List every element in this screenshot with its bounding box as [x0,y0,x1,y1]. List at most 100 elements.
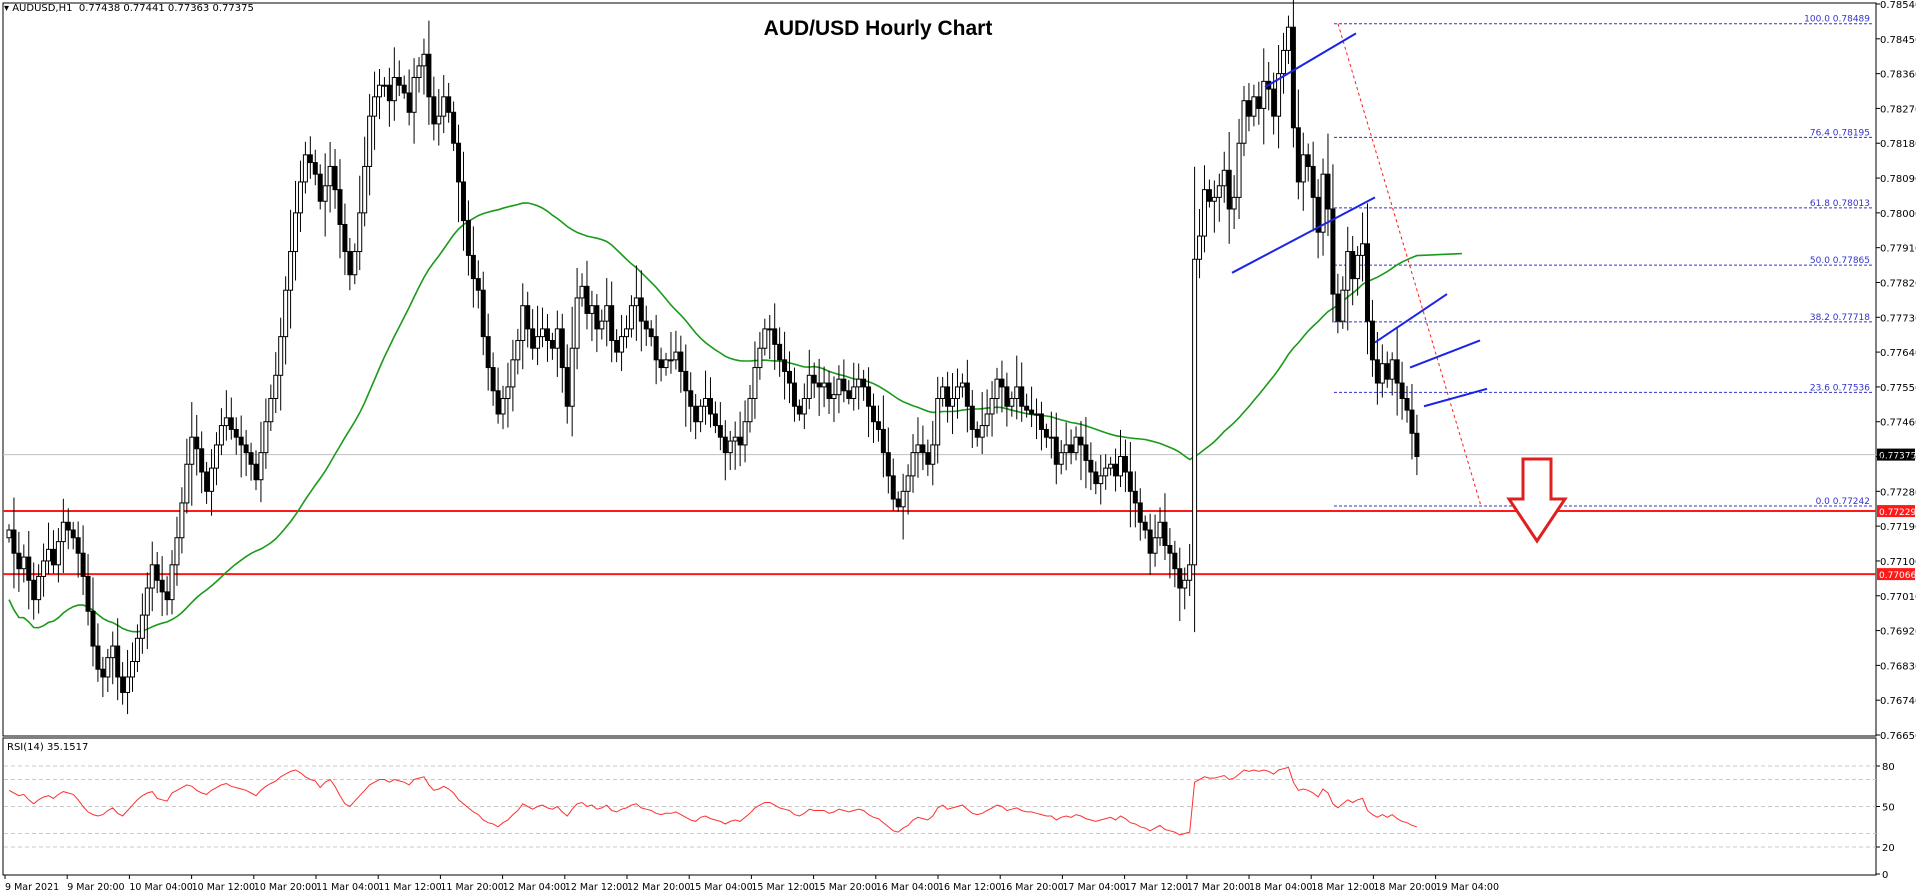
candle [307,136,313,179]
candle-up-body [41,560,47,577]
candle [910,434,916,493]
rsi-tick-label: 0 [1882,870,1888,881]
candle-down-body [26,556,32,581]
candle [1122,439,1128,493]
candle [604,278,610,347]
time-tick-label: 16 Mar 12:00 [938,882,1001,893]
candle [1058,440,1064,475]
candle [1192,166,1198,633]
candle [1053,412,1059,485]
candle-down-body [1310,165,1316,198]
candle-up-body [327,165,333,187]
candle-up-body [411,76,417,113]
candle [120,662,126,705]
candle [406,69,412,126]
support-lines: 0.77229 0.77066 0.77375 [3,448,1916,581]
candle-up-body [421,53,427,67]
candle-up-body [569,347,575,407]
channel-line [1423,387,1488,408]
candle-down-body [228,417,234,430]
candle [1167,528,1173,579]
candle [1177,547,1183,621]
candle [1206,179,1212,208]
candle-down-body [238,436,244,446]
candle-up-body [505,386,511,400]
candle [1350,235,1356,306]
candle [856,363,862,410]
candle [890,458,896,511]
candle [722,420,728,481]
candle-down-body [594,305,600,330]
candle [426,20,432,125]
candle-up-body [139,614,145,639]
rsi-label: RSI(14) 35.1517 [7,742,89,753]
candle [693,394,699,440]
candle-up-body [1048,436,1054,439]
candle-up-body [377,84,382,98]
candle-up-body [851,386,857,400]
candle [1256,81,1262,125]
candle [703,370,709,425]
channel-line [1231,196,1376,274]
candle [1394,327,1400,416]
candle-up-body [372,96,378,117]
candle-down-body [85,575,91,612]
candle-down-body [396,76,402,86]
candle-down-body [460,181,466,222]
candle-up-body [169,564,175,601]
candle [959,373,965,398]
time-tick-label: 16 Mar 20:00 [1000,882,1063,893]
candle-down-body [199,448,205,473]
candle [1360,212,1366,282]
candle [520,283,526,370]
candle-down-body [90,610,96,647]
candle [243,430,249,477]
candle [841,359,847,403]
candle [851,362,857,411]
candle-down-body [1384,363,1390,380]
candle [846,380,852,405]
candle-up-body [1211,196,1217,202]
candle-down-body [1004,386,1010,407]
candle-down-body [243,444,249,454]
candle-up-body [1058,452,1064,465]
candle-up-body [1098,475,1104,485]
candle [233,417,239,455]
candle-down-body [31,579,37,601]
candle [821,366,827,408]
candle-up-body [742,421,748,446]
candle [515,328,521,375]
candle-down-body [1414,432,1420,458]
candle [273,352,279,414]
candle [940,377,946,407]
candle [1295,89,1301,200]
candle [895,491,901,512]
candle [624,315,629,349]
candle-down-body [426,53,432,98]
candle-up-body [184,463,190,504]
candle [544,314,550,362]
moving-average [8,202,1462,633]
candle-up-body [1389,359,1395,380]
candle [1276,44,1282,149]
candle [707,377,713,428]
candle [204,461,210,504]
candle [950,372,956,435]
candle [26,530,32,610]
candle [559,313,565,393]
candle [525,291,531,348]
candle-down-body [875,421,881,430]
candle-up-body [441,96,447,117]
candle-down-body [890,475,896,500]
support-price-label: 0.77229 [1879,508,1916,518]
candle-down-body [643,320,649,330]
candle [293,180,299,281]
candle [1261,48,1267,145]
channel-line [1409,339,1481,369]
candle [85,554,91,626]
candle-down-body [485,336,491,369]
candle [470,226,476,308]
